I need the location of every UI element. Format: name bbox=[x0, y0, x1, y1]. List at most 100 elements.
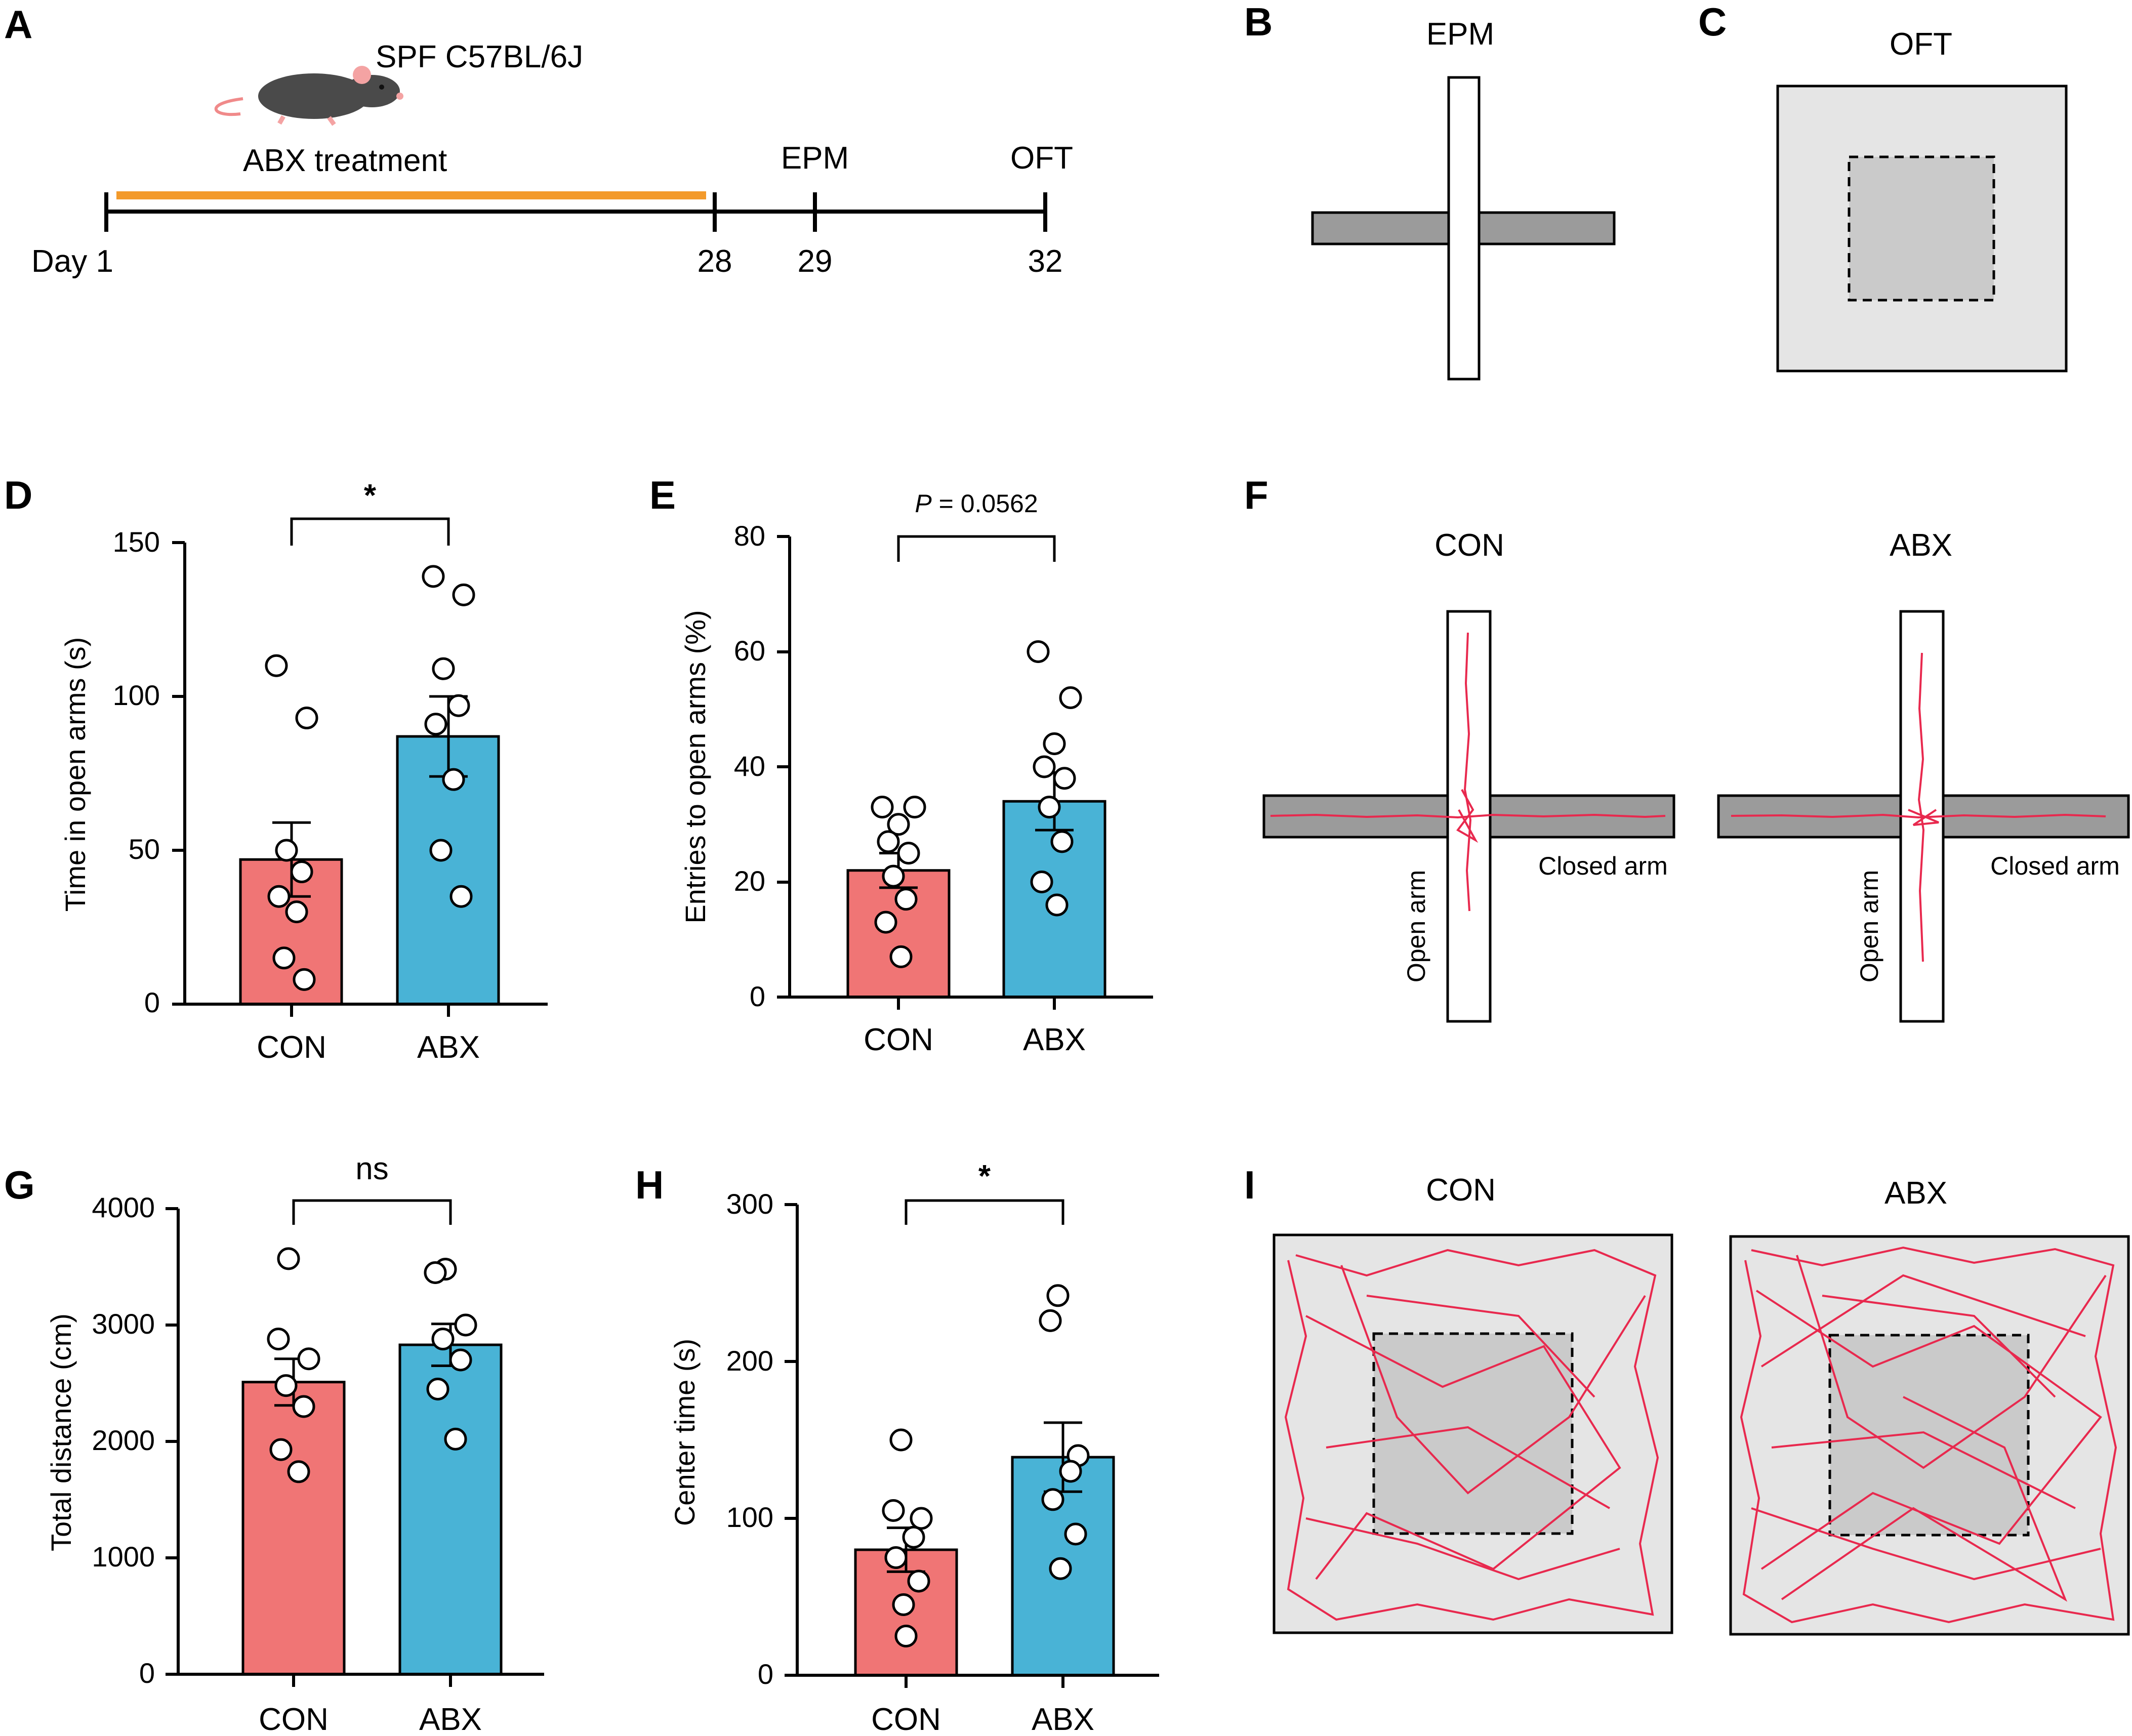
data-point bbox=[287, 1460, 310, 1483]
d-y-axis-label: Time in open arms (s) bbox=[59, 637, 91, 912]
timeline-day-1: Day 1 bbox=[31, 244, 113, 279]
g-x-label-con: CON bbox=[259, 1702, 329, 1736]
h-y-ticks bbox=[785, 1203, 797, 1677]
data-point bbox=[1049, 1557, 1072, 1580]
panel-h: H Center time (s) 300 200 100 0 * CON AB… bbox=[635, 1159, 1159, 1736]
oft-title: OFT bbox=[1890, 27, 1952, 62]
panel-i: I CON ABX bbox=[1244, 1163, 2130, 1636]
data-point bbox=[897, 842, 920, 865]
data-point bbox=[877, 830, 900, 853]
epm-open-arm bbox=[1447, 76, 1481, 381]
d-y-tick-0: 0 bbox=[144, 986, 160, 1018]
data-point bbox=[902, 1525, 925, 1549]
i-abx: ABX bbox=[1729, 1176, 2130, 1636]
f-abx: ABX Closed arm Open arm bbox=[1717, 528, 2130, 1023]
data-point bbox=[274, 1374, 298, 1397]
e-y-tick-80: 80 bbox=[734, 520, 765, 552]
e-sig-p: P bbox=[915, 489, 932, 518]
panel-c: C OFT bbox=[1698, 0, 2068, 373]
i-abx-track bbox=[1740, 1246, 2117, 1624]
data-point bbox=[422, 565, 445, 588]
g-y-tick-0: 0 bbox=[139, 1657, 155, 1689]
data-point bbox=[290, 860, 313, 884]
data-point bbox=[295, 707, 318, 730]
data-point bbox=[452, 583, 475, 606]
data-point bbox=[1043, 732, 1066, 755]
g-y-tick-4000: 4000 bbox=[92, 1191, 155, 1223]
data-point bbox=[277, 1247, 300, 1270]
e-y-tick-40: 40 bbox=[734, 750, 765, 782]
h-y-tick-300: 300 bbox=[726, 1188, 773, 1220]
panel-label-d: D bbox=[4, 473, 32, 517]
f-abx-title: ABX bbox=[1890, 528, 1952, 563]
f-con-title: CON bbox=[1434, 528, 1504, 563]
data-point bbox=[293, 968, 316, 991]
data-point bbox=[442, 768, 465, 791]
data-point bbox=[894, 888, 918, 911]
data-point bbox=[285, 900, 308, 924]
panel-label-f: F bbox=[1244, 473, 1268, 517]
timeline-day-29: 29 bbox=[798, 244, 833, 279]
e-sig-bracket bbox=[897, 535, 1056, 562]
h-points-con bbox=[882, 1428, 933, 1647]
e-bar-con bbox=[846, 869, 951, 999]
g-bar-abx bbox=[398, 1343, 503, 1676]
g-points-abx bbox=[424, 1258, 477, 1451]
e-x-ticks bbox=[897, 997, 1056, 1010]
d-y-tick-100: 100 bbox=[113, 679, 160, 711]
data-point bbox=[874, 911, 897, 934]
h-y-tick-200: 200 bbox=[726, 1345, 773, 1377]
h-y-axis-label: Center time (s) bbox=[669, 1339, 701, 1526]
treatment-bar bbox=[116, 191, 706, 199]
d-points-abx bbox=[422, 565, 475, 908]
g-y-tick-3000: 3000 bbox=[92, 1308, 155, 1340]
f-abx-open-label: Open arm bbox=[1855, 870, 1883, 982]
data-point bbox=[265, 654, 288, 677]
data-point bbox=[297, 1347, 320, 1371]
d-points-con bbox=[265, 654, 318, 991]
data-point bbox=[1038, 796, 1061, 819]
e-y-ticks bbox=[777, 535, 790, 999]
data-point bbox=[910, 1507, 933, 1530]
data-point bbox=[454, 1313, 477, 1337]
f-con-track bbox=[1270, 632, 1666, 912]
data-point bbox=[1050, 830, 1074, 853]
data-point bbox=[1041, 1488, 1064, 1511]
h-y-tick-0: 0 bbox=[758, 1658, 773, 1690]
panel-e: E Entries to open arms (%) 80 60 40 20 0… bbox=[649, 473, 1153, 1057]
h-x-label-con: CON bbox=[871, 1702, 941, 1736]
g-x-label-abx: ABX bbox=[419, 1702, 482, 1736]
data-point bbox=[903, 796, 926, 819]
i-con: CON bbox=[1273, 1173, 1673, 1634]
g-sig-bracket bbox=[292, 1199, 452, 1225]
data-point bbox=[275, 839, 298, 862]
data-point bbox=[882, 1499, 905, 1522]
data-point bbox=[1059, 686, 1082, 709]
e-y-tick-60: 60 bbox=[734, 635, 765, 667]
data-point bbox=[871, 796, 894, 819]
e-sig-value: = 0.0562 bbox=[932, 489, 1038, 518]
data-point bbox=[892, 1593, 915, 1616]
d-y-tick-50: 50 bbox=[129, 833, 160, 865]
data-point bbox=[1039, 1309, 1062, 1332]
data-point bbox=[432, 657, 455, 680]
data-point bbox=[889, 1428, 913, 1452]
data-point bbox=[882, 864, 905, 888]
i-con-track bbox=[1284, 1249, 1659, 1621]
data-point bbox=[1064, 1522, 1087, 1546]
f-con-open-label: Open arm bbox=[1402, 870, 1430, 982]
data-point bbox=[907, 1569, 930, 1593]
e-y-axis-label: Entries to open arms (%) bbox=[679, 610, 711, 923]
data-point bbox=[426, 1378, 449, 1400]
data-point bbox=[424, 713, 447, 736]
epm-title: EPM bbox=[1426, 17, 1494, 52]
data-point bbox=[1027, 640, 1050, 663]
data-point bbox=[429, 839, 453, 862]
data-point bbox=[449, 885, 473, 908]
panel-d: D Time in open arms (s) 150 100 50 0 * C… bbox=[4, 473, 548, 1065]
oft-center-zone bbox=[1848, 155, 1995, 302]
g-y-tick-2000: 2000 bbox=[92, 1424, 155, 1456]
h-x-ticks bbox=[905, 1675, 1064, 1688]
f-abx-track bbox=[1731, 652, 2106, 962]
